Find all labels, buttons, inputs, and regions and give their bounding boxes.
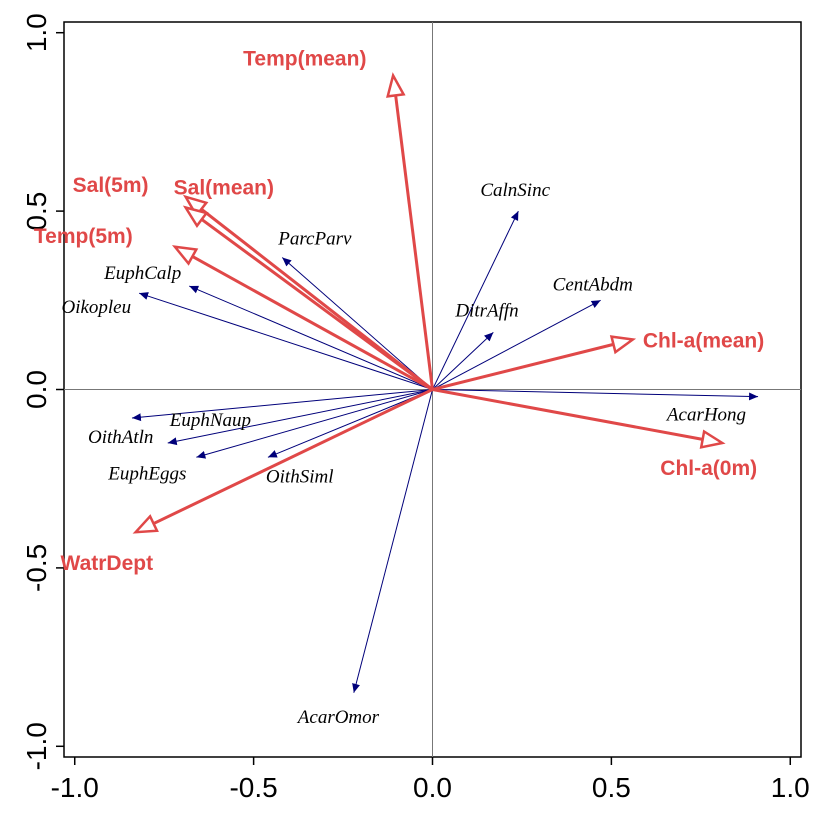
species-arrow <box>281 257 433 390</box>
env-arrow-shaft <box>394 95 434 390</box>
env-arrow-shaft <box>152 388 434 525</box>
species-parcparv: ParcParv <box>277 228 433 390</box>
species-label: Oikopleu <box>61 297 131 318</box>
species-oithatln: OithAtln <box>88 389 433 448</box>
env-temp-5m: Temp(5m) <box>34 225 434 391</box>
env-chl-a-mean: Chl-a(mean) <box>432 330 764 391</box>
env-watrdept: WatrDept <box>61 388 434 575</box>
y-tick-label: 0.5 <box>21 192 52 231</box>
axis-ticks: -1.0 -0.5 0.0 0.5 1.0 -1.0 -0.5 0.0 0.5 1.0 <box>21 13 810 803</box>
species-arrow <box>432 332 494 390</box>
species-arrow <box>432 210 519 390</box>
species-euphnaup: EuphNaup <box>167 389 433 446</box>
species-euphcalp: EuphCalp <box>103 263 433 390</box>
env-label: Sal(mean) <box>174 177 274 200</box>
species-arrow <box>131 389 433 422</box>
species-calnsinc: CalnSinc <box>432 180 551 390</box>
species-acarhong: AcarHong <box>432 389 759 426</box>
species-label: OithSiml <box>266 466 334 487</box>
species-arrow <box>138 292 433 390</box>
env-label: Chl-a(mean) <box>643 330 764 353</box>
species-label: EuphCalp <box>103 263 181 284</box>
env-label: Temp(5m) <box>34 225 133 248</box>
env-arrow-head <box>132 514 159 534</box>
env-sal-mean: Sal(mean) <box>174 177 434 391</box>
env-chl-a-0m: Chl-a(0m) <box>432 388 757 480</box>
env-label: Sal(5m) <box>73 174 149 197</box>
species-label: CentAbdm <box>553 274 633 295</box>
species-label: ParcParv <box>277 228 352 249</box>
species-eupheggs: EuphEggs <box>107 389 433 484</box>
species-oithsiml: OithSiml <box>266 389 433 487</box>
species-arrow <box>267 389 433 458</box>
x-tick-label: 0.0 <box>413 772 452 803</box>
y-tick-label: -1.0 <box>21 722 52 770</box>
species-label: EuphEggs <box>107 463 186 484</box>
environment-arrows: Temp(mean) Sal(5m) Sal(mean) Temp(5m) Chl-a(… <box>34 48 764 576</box>
species-acaromor: AcarOmor <box>296 389 433 728</box>
species-label: AcarOmor <box>296 707 380 728</box>
species-arrow <box>196 389 433 459</box>
env-arrow-shaft <box>432 342 614 391</box>
env-arrow-head <box>182 205 209 229</box>
x-tick-label: 1.0 <box>771 772 810 803</box>
species-arrow <box>432 299 601 390</box>
species-arrows: CalnSinc CentAbdm DitrAffn AcarHong ParcParv… <box>61 180 759 728</box>
species-label: AcarHong <box>665 405 746 426</box>
x-tick-label: -0.5 <box>229 772 277 803</box>
env-arrow-head <box>171 245 199 266</box>
x-tick-label: 0.5 <box>592 772 631 803</box>
env-arrow-shaft <box>191 255 434 391</box>
env-label: Chl-a(0m) <box>660 457 757 480</box>
y-tick-label: 0.0 <box>21 370 52 409</box>
y-tick-label: 1.0 <box>21 13 52 52</box>
species-arrow <box>352 389 433 693</box>
species-label: DitrAffn <box>454 300 518 321</box>
x-tick-label: -1.0 <box>51 772 99 803</box>
env-arrow-shaft <box>200 218 434 391</box>
species-centabdm: CentAbdm <box>432 274 633 390</box>
env-label: WatrDept <box>61 552 154 575</box>
y-tick-label: -0.5 <box>21 544 52 592</box>
species-arrow <box>432 389 759 401</box>
env-arrow-head <box>182 194 209 218</box>
species-arrow <box>189 285 433 390</box>
species-oikopleu: Oikopleu <box>61 292 433 390</box>
env-arrow-head <box>386 72 406 98</box>
species-label: CalnSinc <box>480 180 550 201</box>
env-label: Temp(mean) <box>243 48 366 71</box>
species-label: EuphNaup <box>169 410 251 431</box>
env-arrow-shaft <box>432 388 703 441</box>
species-ditraffn: DitrAffn <box>432 300 519 390</box>
species-label: OithAtln <box>88 427 153 448</box>
species-arrow <box>167 389 433 446</box>
env-arrow-head <box>699 429 726 449</box>
env-arrow-head <box>609 335 637 355</box>
env-temp-mean: Temp(mean) <box>243 48 434 390</box>
